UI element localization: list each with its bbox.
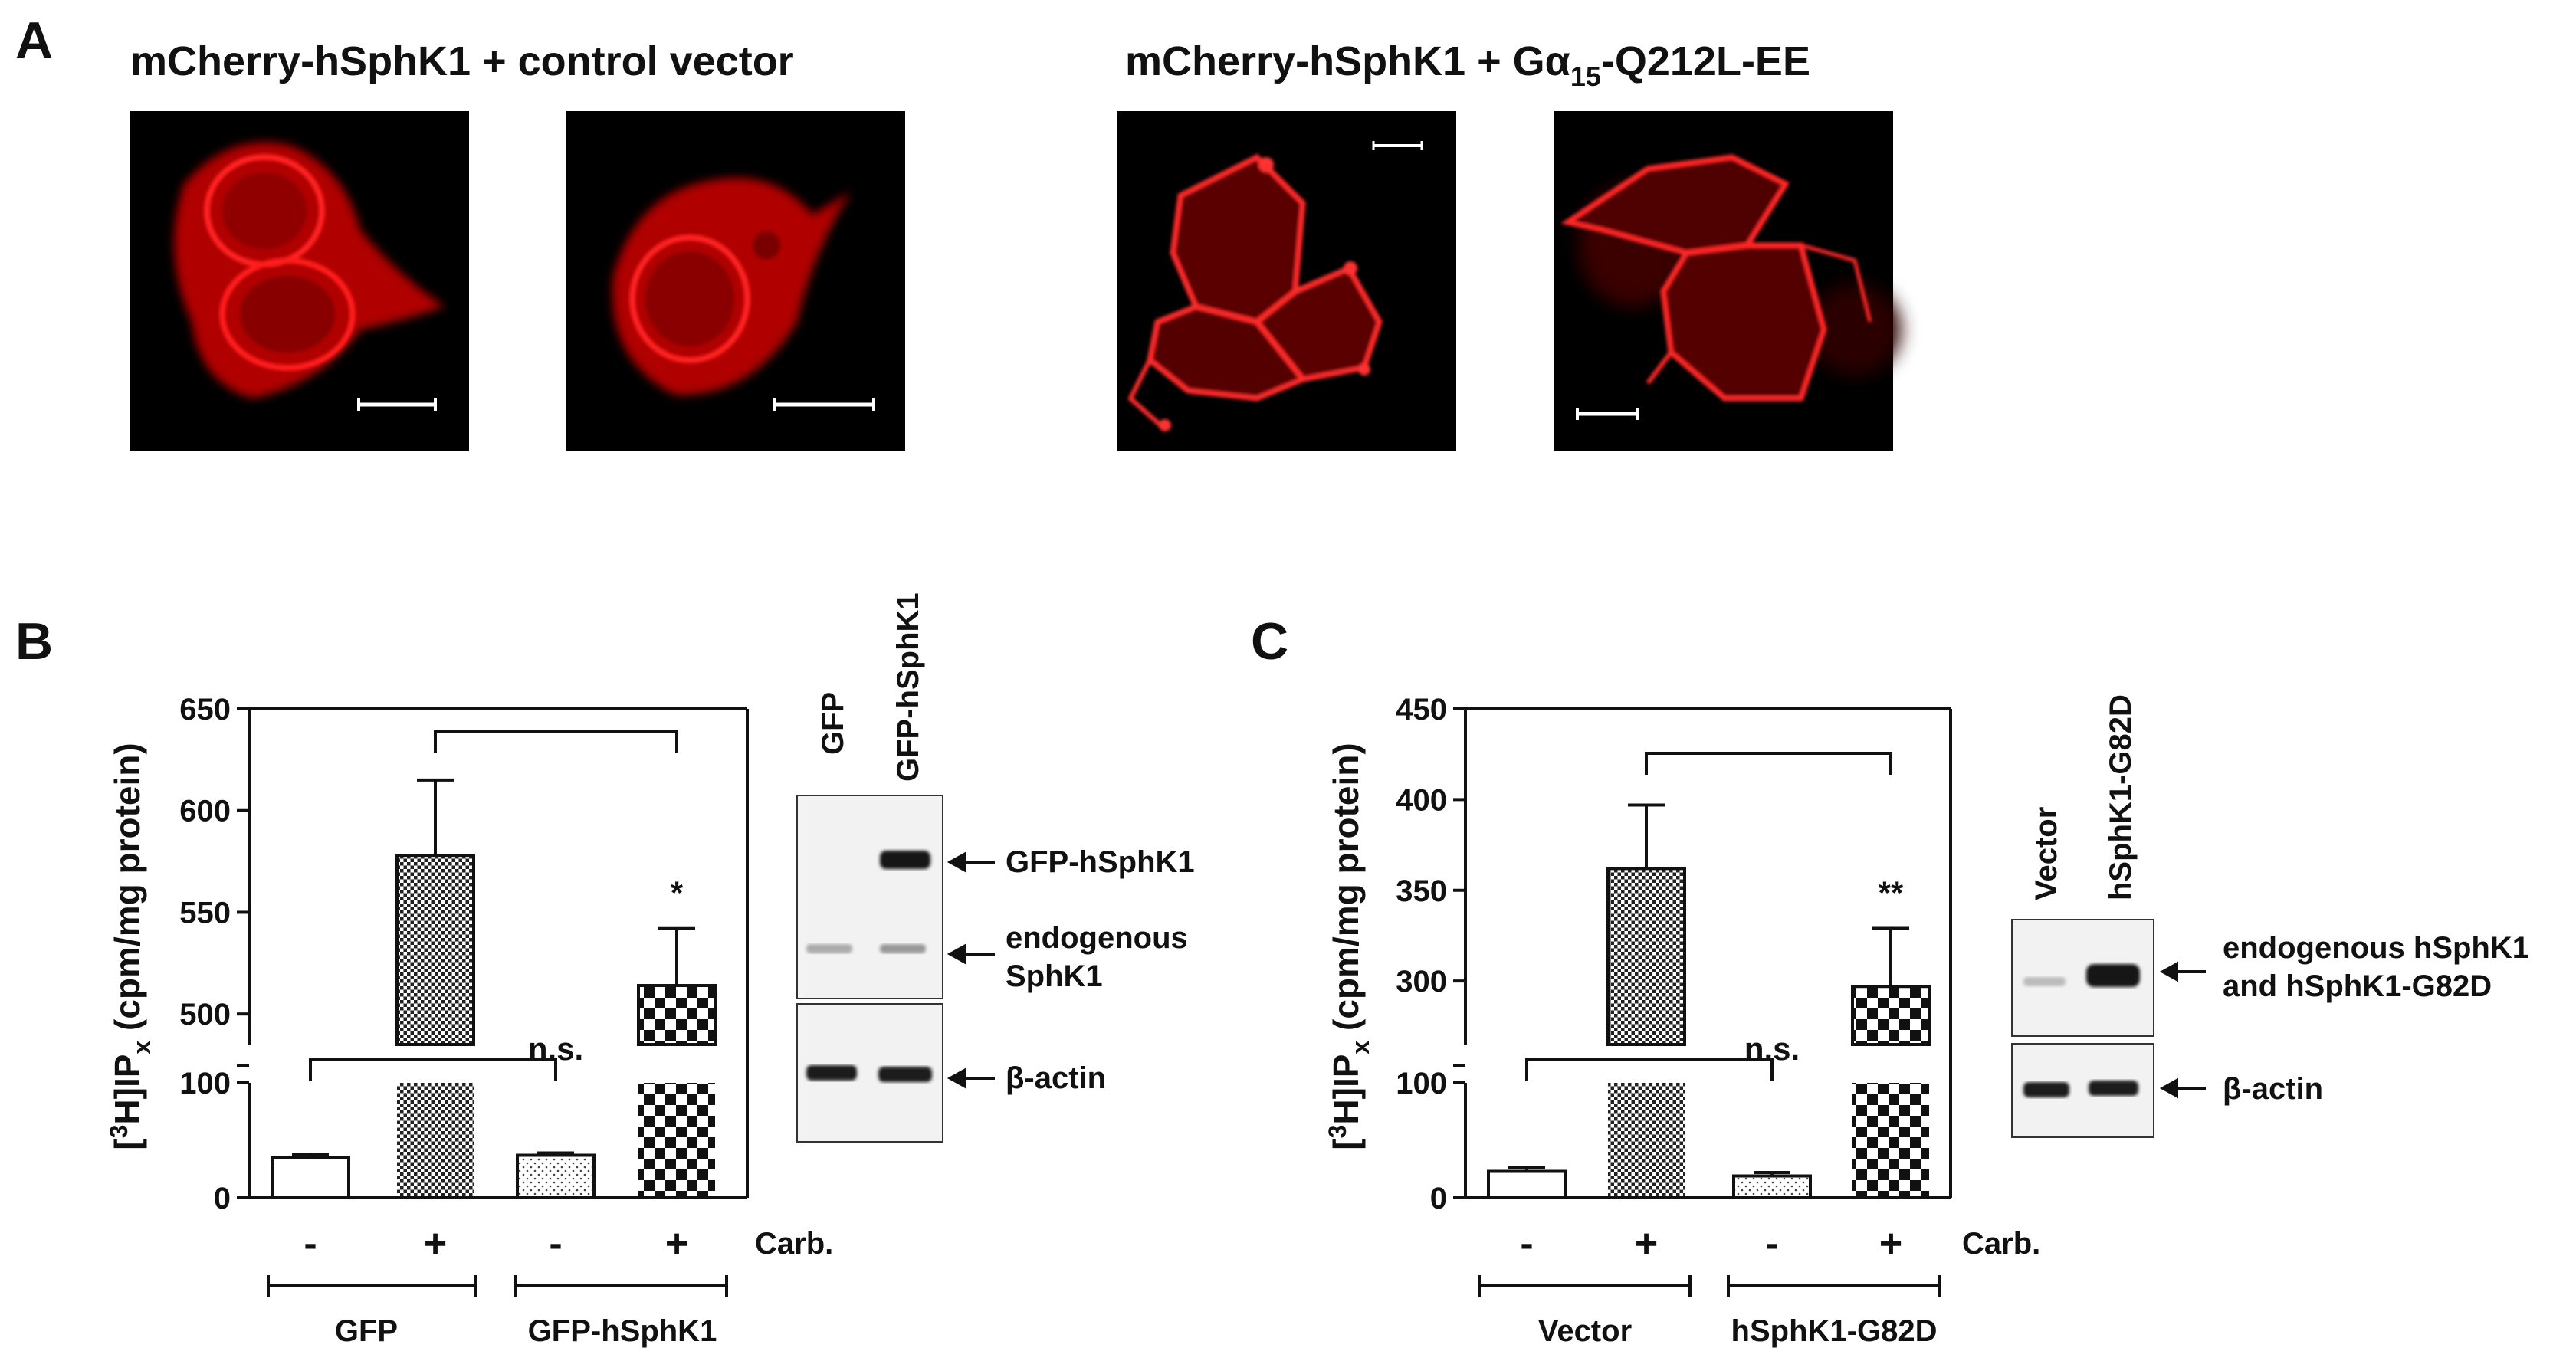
y-tick-label: 650 bbox=[179, 693, 231, 726]
group-bracket bbox=[1478, 1275, 1941, 1297]
panel-a-header-right: mCherry-hSphK1 + Gα15-Q212L-EE bbox=[1125, 38, 1810, 92]
x-sign: - bbox=[1520, 1222, 1533, 1266]
bar bbox=[271, 1156, 350, 1199]
panel-b-letter: B bbox=[15, 612, 53, 671]
group-bracket bbox=[267, 1275, 728, 1297]
significance-star: ** bbox=[1879, 874, 1904, 910]
x-sign: + bbox=[424, 1222, 447, 1266]
x-sign: + bbox=[1635, 1222, 1658, 1266]
comparison-bracket bbox=[1525, 1058, 1774, 1081]
panel-a-header-left: mCherry-hSphK1 + control vector bbox=[130, 38, 794, 84]
group-label: GFP-hSphK1 bbox=[528, 1314, 717, 1348]
lane-label: Vector bbox=[2030, 807, 2063, 900]
bar bbox=[637, 984, 717, 1047]
x-sign: - bbox=[549, 1222, 562, 1266]
western-blot-c: Vector hSphK1-G82D endogenous hSphK1 and… bbox=[2011, 694, 2529, 1138]
micrograph-control-2 bbox=[566, 111, 905, 451]
carb-label: Carb. bbox=[755, 1227, 833, 1261]
y-tick-label: 0 bbox=[1430, 1182, 1447, 1215]
western-blot-b: GFP GFP-hSphK1 GFP-hSphK1 endogenous Sph… bbox=[796, 592, 1195, 1143]
panel-b-ylabel: [3H]IPx (cpm/mg protein) bbox=[105, 743, 156, 1149]
comparison-bracket bbox=[1645, 752, 1892, 775]
group-label: GFP bbox=[335, 1314, 398, 1348]
y-tick-label: 300 bbox=[1396, 965, 1447, 999]
micrograph-g-alpha-2 bbox=[1554, 111, 1901, 451]
bar-lower-segment bbox=[638, 1083, 715, 1198]
significance-ns: n.s. bbox=[1744, 1031, 1800, 1067]
band-label: β-actin bbox=[1006, 1061, 1106, 1095]
band-label: endogenous bbox=[1006, 921, 1188, 955]
x-sign: - bbox=[1765, 1222, 1778, 1266]
lane-label: GFP-hSphK1 bbox=[891, 592, 925, 782]
carb-label: Carb. bbox=[1962, 1227, 2040, 1261]
micrograph-control-1 bbox=[130, 111, 469, 451]
bar bbox=[1487, 1169, 1567, 1199]
bar bbox=[395, 854, 475, 1047]
bar-lower-segment bbox=[397, 1083, 474, 1198]
bar bbox=[1732, 1174, 1812, 1199]
band-label: endogenous hSphK1 bbox=[2223, 931, 2529, 965]
comparison-bracket bbox=[309, 1058, 557, 1081]
group-label: hSphK1-G82D bbox=[1731, 1314, 1938, 1348]
y-tick-label: 0 bbox=[214, 1182, 231, 1215]
bar bbox=[516, 1153, 596, 1199]
lane-label: GFP bbox=[816, 692, 850, 755]
svg-text:[3H]IPx (cpm/mg protein): [3H]IPx (cpm/mg protein) bbox=[1324, 743, 1374, 1149]
panel-a-letter: A bbox=[15, 11, 53, 70]
y-tick-label: 550 bbox=[179, 896, 231, 930]
svg-text:[3H]IPx (cpm/mg protein): [3H]IPx (cpm/mg protein) bbox=[105, 743, 156, 1149]
y-tick-label: 100 bbox=[179, 1067, 231, 1100]
x-sign: + bbox=[1879, 1222, 1902, 1266]
y-tick-label: 450 bbox=[1396, 693, 1447, 726]
band-label: SphK1 bbox=[1006, 959, 1103, 993]
bar bbox=[1851, 985, 1931, 1046]
bar bbox=[1606, 867, 1686, 1046]
chart-c: 0 100 300 350 400 450 ** n.s. bbox=[1396, 693, 1952, 1215]
y-tick-label: 100 bbox=[1396, 1067, 1447, 1100]
y-tick-label: 400 bbox=[1396, 783, 1447, 817]
panel-c-letter: C bbox=[1251, 612, 1288, 671]
band-label: and hSphK1-G82D bbox=[2223, 969, 2492, 1003]
micrograph-g-alpha-1 bbox=[1117, 111, 1456, 451]
band-label: GFP-hSphK1 bbox=[1006, 845, 1195, 879]
significance-ns: n.s. bbox=[528, 1031, 583, 1067]
bar-lower-segment bbox=[1852, 1083, 1929, 1198]
y-tick-label: 350 bbox=[1396, 874, 1447, 908]
y-tick-label: 600 bbox=[179, 795, 231, 828]
comparison-bracket bbox=[434, 730, 678, 753]
x-sign: + bbox=[665, 1222, 688, 1266]
x-sign: - bbox=[304, 1222, 317, 1266]
band-label: β-actin bbox=[2223, 1072, 2323, 1106]
y-tick-label: 500 bbox=[179, 998, 231, 1031]
lane-label: hSphK1-G82D bbox=[2104, 694, 2138, 900]
significance-star: * bbox=[671, 875, 684, 911]
group-label: Vector bbox=[1538, 1314, 1632, 1348]
chart-b: 0 100 500 550 600 650 * n.s. bbox=[179, 693, 749, 1215]
bar-lower-segment bbox=[1608, 1083, 1685, 1198]
panel-c-ylabel: [3H]IPx (cpm/mg protein) bbox=[1324, 743, 1374, 1149]
